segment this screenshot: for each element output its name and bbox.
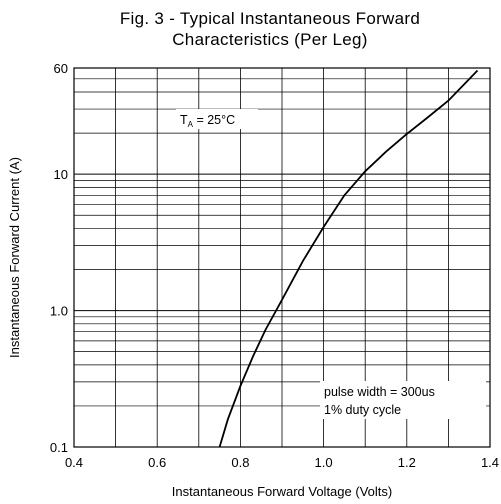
- x-axis-label: Instantaneous Forward Voltage (Volts): [172, 484, 392, 499]
- x-tick-labels: 0.4 0.6 0.8 1.0 1.2 1.4: [65, 455, 499, 470]
- duty-cycle-annotation: 1% duty cycle: [324, 403, 401, 417]
- x-tick-label: 0.6: [148, 455, 166, 470]
- x-tick-label: 1.0: [315, 455, 333, 470]
- y-tick-label: 1.0: [50, 304, 68, 319]
- temperature-symbol: T: [180, 113, 188, 127]
- forward-current-curve: [218, 69, 479, 448]
- temperature-unit: °C: [221, 113, 235, 127]
- temperature-annotation: TA = 25°C: [180, 113, 235, 129]
- pulse-label-background: [320, 381, 486, 419]
- x-tick-label: 0.4: [65, 455, 83, 470]
- chart-title-line-1: Fig. 3 - Typical Instantaneous Forward: [119, 9, 421, 28]
- y-tick-label: 0.1: [50, 440, 68, 455]
- x-tick-label: 1.2: [398, 455, 416, 470]
- temperature-subscript: A: [188, 120, 194, 129]
- temperature-label-background: [176, 109, 258, 129]
- temperature-value: = 25: [193, 113, 221, 127]
- x-tick-label: 0.8: [231, 455, 249, 470]
- y-tick-labels: 0.1 1.0 10 60: [50, 61, 68, 455]
- chart-title: Fig. 3 - Typical Instantaneous Forward C…: [60, 8, 480, 50]
- chart-title-line-2: Characteristics (Per Leg): [172, 30, 368, 49]
- y-axis-label: Instantaneous Forward Current (A): [7, 157, 22, 358]
- pulse-width-annotation: pulse width = 300us: [324, 385, 435, 399]
- y-tick-label: 60: [54, 61, 68, 76]
- y-tick-label: 10: [54, 167, 68, 182]
- x-tick-label: 1.4: [481, 455, 499, 470]
- plot-frame: [73, 67, 491, 448]
